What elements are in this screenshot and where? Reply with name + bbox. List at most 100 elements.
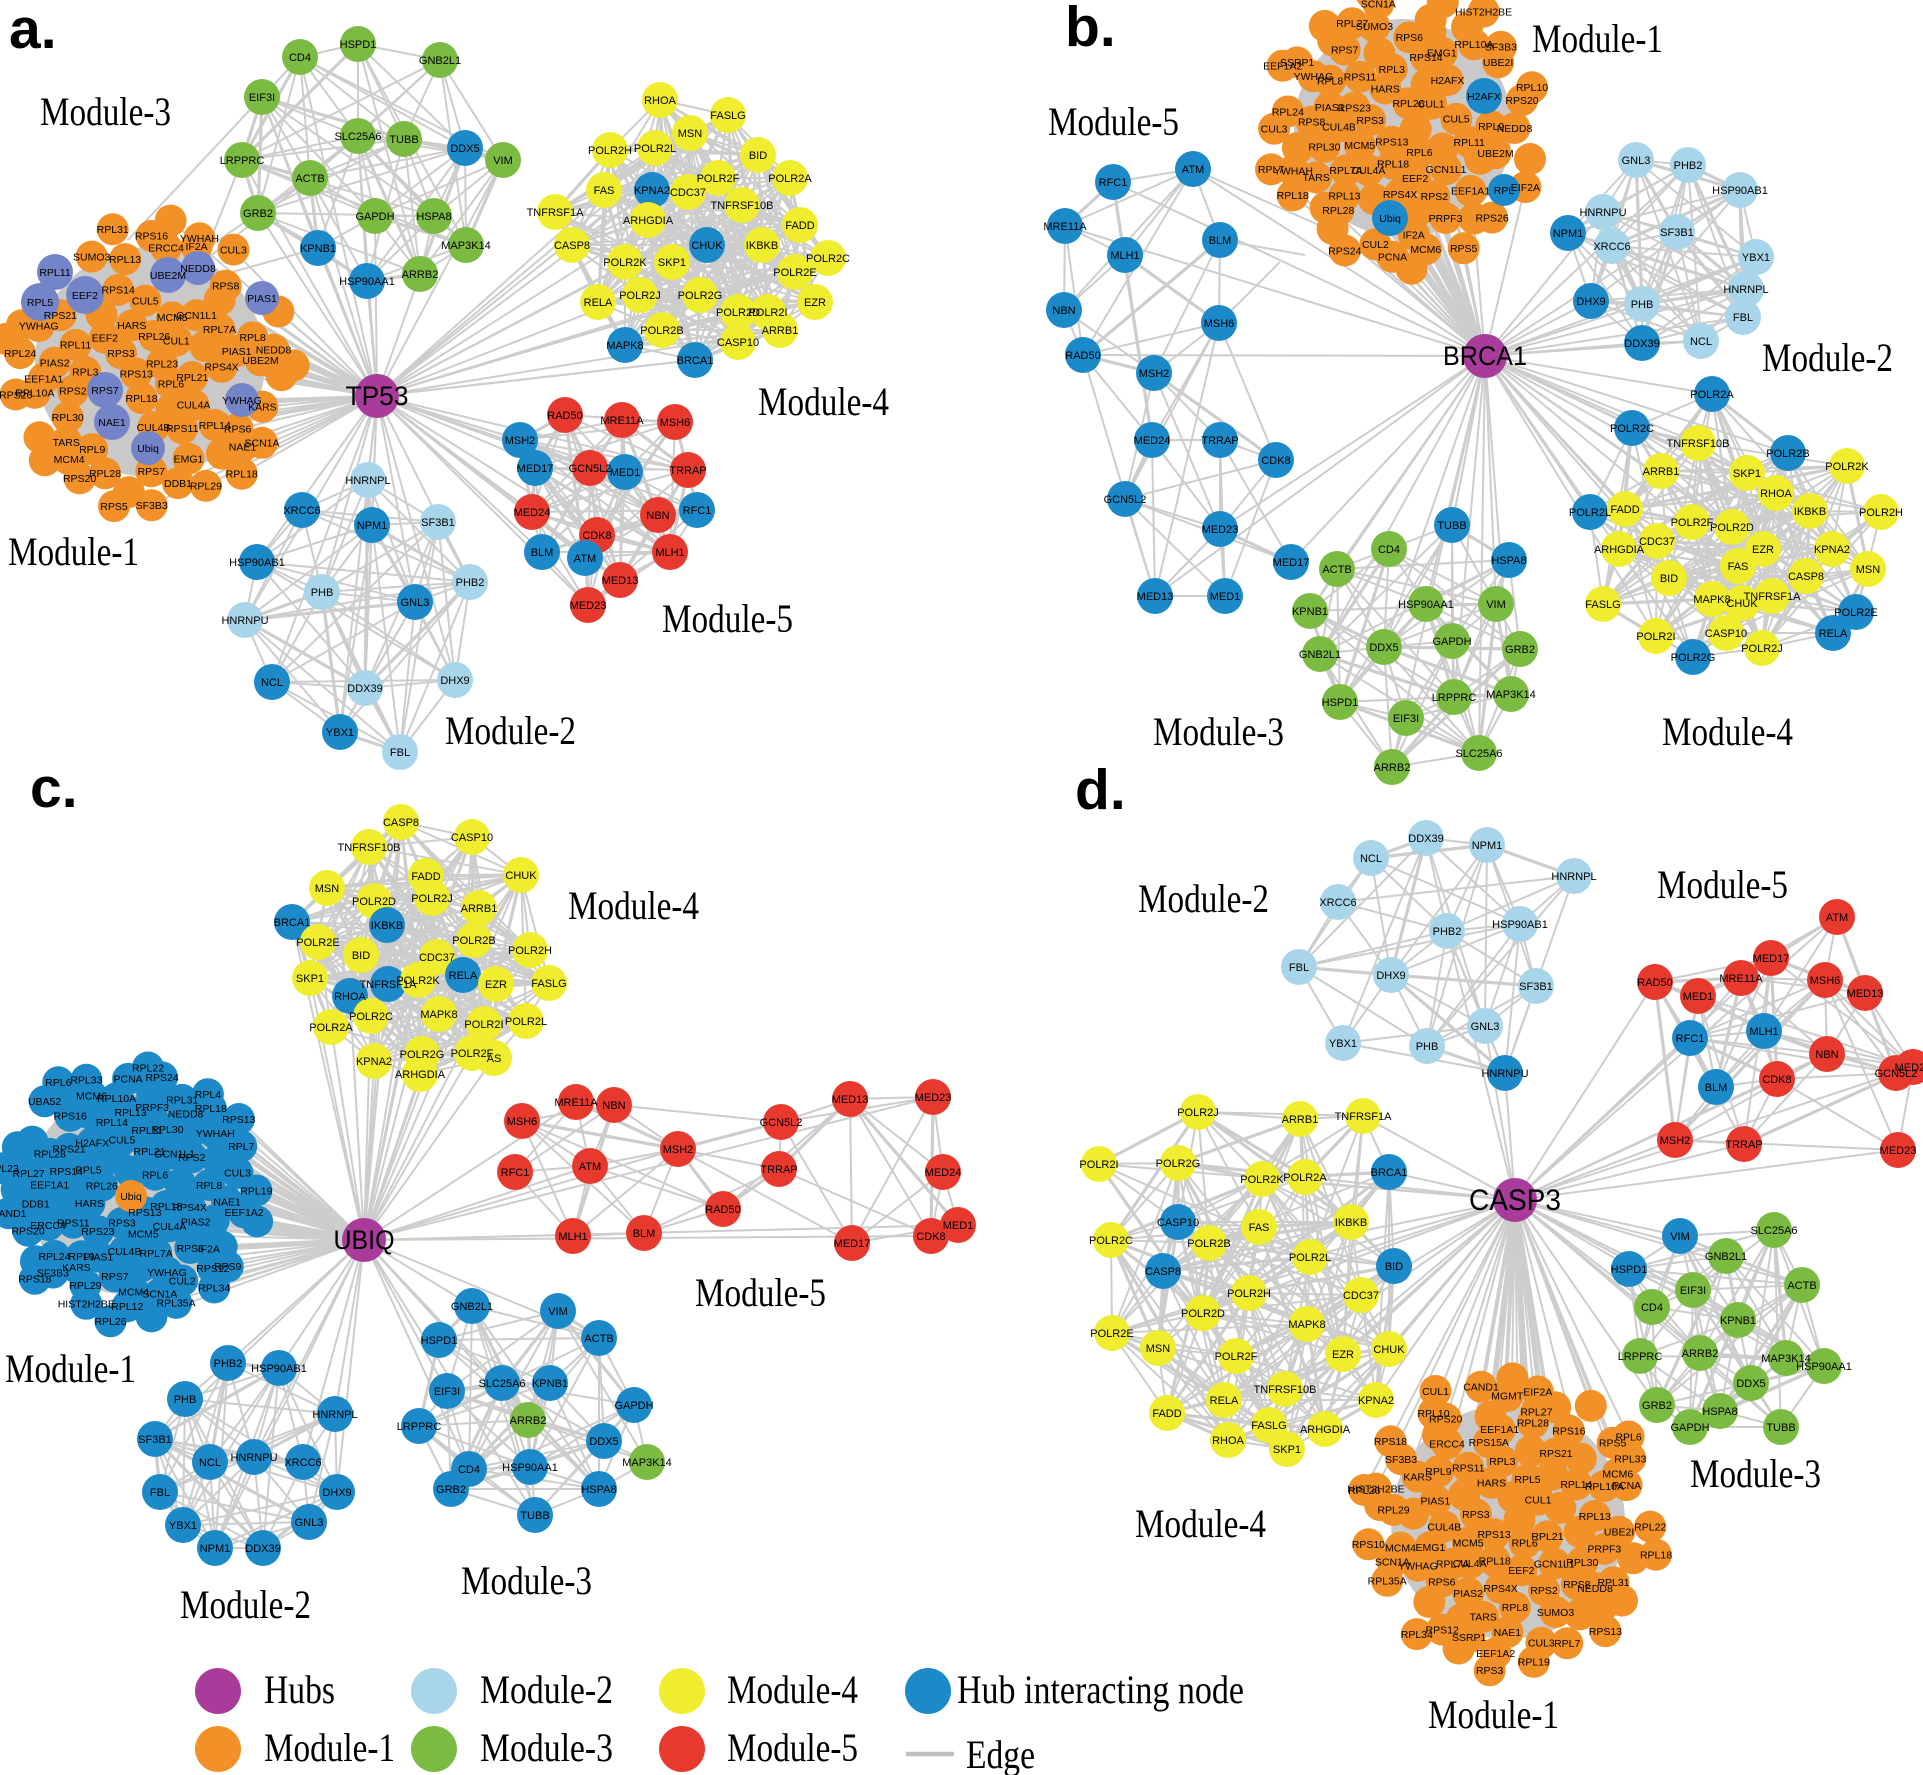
svg-text:RPL24: RPL24	[1272, 106, 1304, 118]
svg-text:GRB2: GRB2	[243, 208, 273, 220]
svg-text:RPL3: RPL3	[1379, 64, 1405, 76]
svg-text:RPS20: RPS20	[11, 1226, 44, 1238]
svg-text:RPL30: RPL30	[151, 1124, 183, 1136]
svg-text:BID: BID	[352, 950, 370, 962]
svg-text:RPL28: RPL28	[89, 468, 121, 480]
svg-text:MED24: MED24	[1134, 435, 1171, 447]
svg-text:MGMT: MGMT	[1491, 1391, 1524, 1403]
svg-text:XRCC6: XRCC6	[1319, 897, 1356, 909]
svg-text:PHB2: PHB2	[1674, 160, 1703, 172]
svg-text:RPL30: RPL30	[1566, 1557, 1598, 1569]
svg-text:RPL18: RPL18	[195, 1103, 227, 1115]
svg-text:ATM: ATM	[1826, 912, 1848, 924]
svg-text:RPS18: RPS18	[18, 1274, 51, 1286]
svg-text:IF2A: IF2A	[1403, 229, 1425, 241]
svg-text:SF3B1: SF3B1	[1660, 227, 1694, 239]
svg-text:MED23: MED23	[1202, 524, 1239, 536]
svg-text:PHB2: PHB2	[214, 1358, 243, 1370]
svg-text:RPL26: RPL26	[86, 1181, 118, 1193]
svg-text:IF2A: IF2A	[198, 1243, 220, 1255]
svg-text:PIAS1: PIAS1	[247, 293, 277, 305]
svg-text:ATM: ATM	[574, 553, 596, 565]
svg-text:POLR2J: POLR2J	[1741, 643, 1783, 655]
svg-text:MSN: MSN	[678, 128, 703, 140]
svg-text:TNFRSF1A: TNFRSF1A	[1744, 591, 1802, 603]
svg-text:NEDD8: NEDD8	[180, 263, 216, 275]
svg-text:MAP3K14: MAP3K14	[1486, 689, 1536, 701]
svg-text:CUL3: CUL3	[220, 244, 247, 256]
svg-text:RPL13: RPL13	[109, 254, 141, 266]
svg-text:VIM: VIM	[548, 1306, 568, 1318]
svg-text:RPL34: RPL34	[198, 1282, 230, 1294]
svg-text:NPM1: NPM1	[1472, 840, 1503, 852]
svg-text:MED13: MED13	[1847, 988, 1884, 1000]
svg-text:RPS4X: RPS4X	[1483, 1583, 1517, 1595]
svg-text:SF3B3: SF3B3	[136, 500, 168, 512]
svg-text:RPL18: RPL18	[126, 393, 158, 405]
svg-text:CASP10: CASP10	[1157, 1217, 1199, 1229]
svg-text:DHX9: DHX9	[440, 675, 469, 687]
svg-text:FASLG: FASLG	[710, 110, 745, 122]
svg-text:FADD: FADD	[785, 220, 814, 232]
svg-text:PIAS1: PIAS1	[84, 1251, 114, 1263]
svg-text:MCM4: MCM4	[118, 1286, 149, 1298]
svg-text:MSH6: MSH6	[1810, 975, 1841, 987]
svg-text:POLR2K: POLR2K	[1240, 1174, 1284, 1186]
svg-text:RPL31: RPL31	[1597, 1577, 1629, 1589]
svg-text:KARS: KARS	[248, 402, 277, 414]
svg-text:RPL33: RPL33	[1614, 1453, 1646, 1465]
svg-text:MED24: MED24	[1895, 1062, 1923, 1074]
svg-text:NPM1: NPM1	[200, 1543, 231, 1555]
svg-text:Module-2: Module-2	[445, 708, 576, 753]
svg-text:EZR: EZR	[1332, 1349, 1354, 1361]
svg-text:DDX39: DDX39	[347, 683, 382, 695]
svg-text:RPS7: RPS7	[1331, 44, 1359, 56]
svg-text:CDK8: CDK8	[1762, 1074, 1791, 1086]
svg-text:MAPK8: MAPK8	[1693, 594, 1730, 606]
svg-text:GRB2: GRB2	[1642, 1400, 1672, 1412]
svg-text:ERCC4: ERCC4	[30, 1220, 66, 1232]
svg-text:MED17: MED17	[1753, 953, 1790, 965]
svg-text:SUMO3: SUMO3	[1537, 1607, 1575, 1619]
svg-text:MRE11A: MRE11A	[600, 415, 644, 427]
svg-text:LRPPRC: LRPPRC	[1618, 1351, 1663, 1363]
svg-text:RPS18: RPS18	[1374, 1436, 1407, 1448]
svg-text:HNRNPL: HNRNPL	[312, 1409, 357, 1421]
svg-text:TNFRSF1A: TNFRSF1A	[1335, 1111, 1393, 1123]
svg-text:CDK8: CDK8	[582, 530, 611, 542]
svg-text:CUL1: CUL1	[1418, 99, 1445, 111]
svg-text:MSN: MSN	[315, 883, 340, 895]
svg-text:VIM: VIM	[1670, 1231, 1690, 1243]
svg-text:EEF2: EEF2	[72, 290, 98, 302]
svg-text:POLR2J: POLR2J	[619, 290, 661, 302]
svg-text:MCM6: MCM6	[1410, 244, 1441, 256]
svg-text:YWHAG: YWHAG	[222, 395, 262, 407]
svg-text:RPS12: RPS12	[1426, 1624, 1459, 1636]
svg-text:CASP3: CASP3	[1469, 1184, 1561, 1217]
svg-text:FADD: FADD	[411, 871, 440, 883]
svg-text:RPL22: RPL22	[132, 1062, 164, 1074]
svg-text:BLM: BLM	[1705, 1082, 1728, 1094]
svg-text:CUL1: CUL1	[163, 335, 190, 347]
svg-text:CUL2: CUL2	[1362, 239, 1389, 251]
svg-text:RPL11: RPL11	[60, 340, 91, 352]
svg-text:YWHAH: YWHAH	[196, 1128, 235, 1140]
svg-text:CUL4B: CUL4B	[1427, 1521, 1461, 1533]
svg-text:RPL31: RPL31	[166, 1095, 198, 1107]
svg-text:ATM: ATM	[1182, 164, 1204, 176]
svg-text:POLR2B: POLR2B	[452, 935, 495, 947]
svg-text:CD4: CD4	[1378, 544, 1400, 556]
svg-text:POLR2K: POLR2K	[396, 975, 440, 987]
svg-text:Module-3: Module-3	[480, 1725, 613, 1770]
svg-text:KPNB1: KPNB1	[532, 1378, 568, 1390]
svg-text:SSRP1: SSRP1	[1452, 1632, 1487, 1644]
svg-text:Module-3: Module-3	[1153, 709, 1284, 754]
svg-text:MAPK8: MAPK8	[1288, 1319, 1325, 1331]
svg-text:POLR2A: POLR2A	[1690, 389, 1734, 401]
svg-text:UBA52: UBA52	[28, 1096, 61, 1108]
svg-text:YWHAH: YWHAH	[1274, 166, 1313, 178]
svg-text:ERCC4: ERCC4	[1429, 1438, 1465, 1450]
svg-text:BID: BID	[1385, 1261, 1403, 1273]
svg-text:GAPDH: GAPDH	[614, 1400, 653, 1412]
svg-text:HIST2H2BE: HIST2H2BE	[1455, 6, 1512, 18]
